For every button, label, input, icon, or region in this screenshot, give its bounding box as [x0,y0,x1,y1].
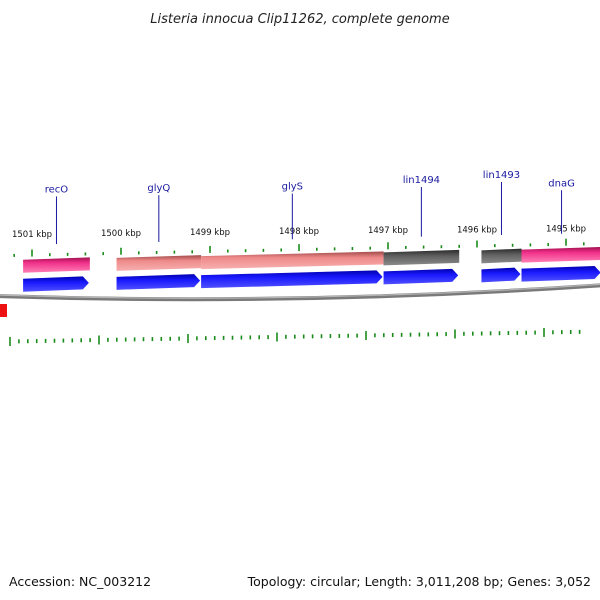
kbp-label: 1501 kbp [12,230,52,240]
gene-feature-lin1494 [383,249,460,266]
map-title: Listeria innocua Clip11262, complete gen… [150,12,449,27]
gene-label-lin1494: lin1494 [403,175,440,186]
gene-label-lin1493: lin1493 [483,170,520,181]
cds-arrow-lin1493 [481,267,521,283]
gene-feature-recO [23,257,90,273]
cds-arrow-track [23,265,600,292]
outer-tick-marks [13,238,585,257]
gene-label-glyQ: glyQ [147,183,170,194]
cds-arrow-dnaG [521,265,600,282]
inner-tick-marks [9,327,581,346]
gene-label-dnaG: dnaG [548,178,575,189]
kbp-label: 1495 kbp [546,224,586,234]
gene-labels: recO glyQ glyS lin1494 lin1493 dnaG [45,170,575,195]
kbp-scale-labels: 1501 kbp 1500 kbp 1499 kbp 1498 kbp 1497 kbp… [12,224,586,239]
gene-feature-lin1493 [481,248,522,264]
red-marker [0,304,7,317]
genome-backbone-highlight [0,283,600,299]
genome-summary: Topology: circular; Length: 3,011,208 bp… [247,574,591,589]
kbp-label: 1500 kbp [101,229,141,239]
gene-label-leaders [55,182,563,245]
kbp-label: 1497 kbp [368,226,408,236]
gene-feature-track [23,247,600,273]
cds-arrow-glyS [201,270,383,289]
kbp-label: 1498 kbp [279,227,319,237]
cds-arrow-recO [23,276,89,292]
gene-feature-glyS [201,251,384,270]
genome-backbone [0,283,600,302]
kbp-label: 1499 kbp [190,228,230,238]
gene-feature-dnaG [521,247,600,263]
cds-arrow-lin1494 [383,268,459,285]
gene-label-glyS: glyS [282,182,303,193]
kbp-label: 1496 kbp [457,225,497,235]
cds-arrow-glyQ [116,274,201,290]
gene-feature-glyQ [116,255,202,271]
accession-label: Accession: NC_003212 [9,574,151,589]
gene-label-recO: recO [45,184,69,195]
